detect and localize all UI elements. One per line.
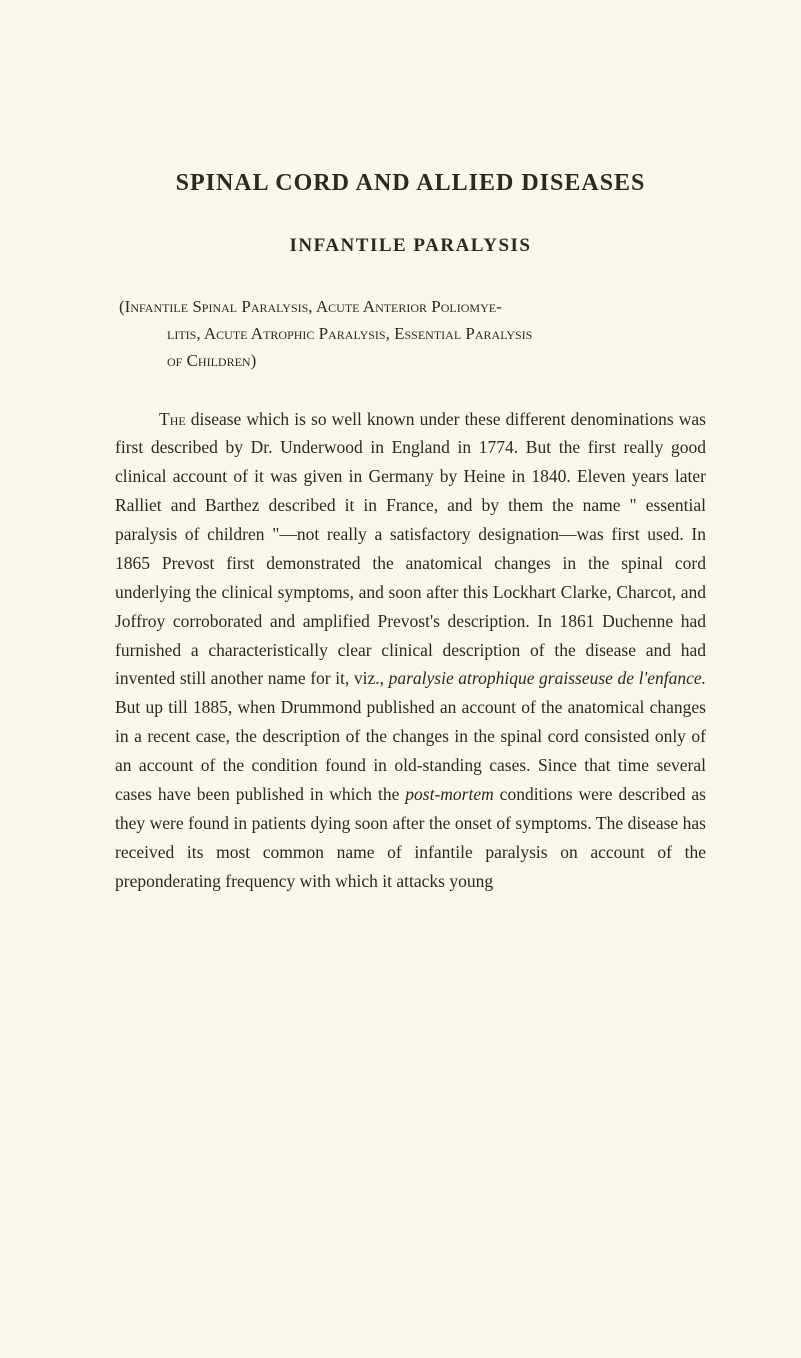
main-title: SPINAL CORD AND ALLIED DISEASES	[115, 170, 706, 197]
first-word: The	[137, 405, 186, 434]
synonyms-block: (Infantile Spinal Paralysis, Acute Anter…	[115, 293, 706, 375]
body-text-part-1: disease which is so well known under the…	[115, 409, 706, 689]
synonyms-line-2: litis, Acute Atrophic Paralysis, Essenti…	[119, 320, 706, 347]
body-italic-1: paralysie atrophique graisseuse de l'enf…	[389, 668, 706, 688]
body-italic-2: post-mortem	[405, 784, 493, 804]
body-paragraph: The disease which is so well known under…	[115, 405, 706, 896]
synonyms-line-3: of Children)	[119, 347, 706, 374]
subtitle: INFANTILE PARALYSIS	[115, 235, 706, 257]
synonyms-line-1: (Infantile Spinal Paralysis, Acute Anter…	[119, 297, 502, 316]
